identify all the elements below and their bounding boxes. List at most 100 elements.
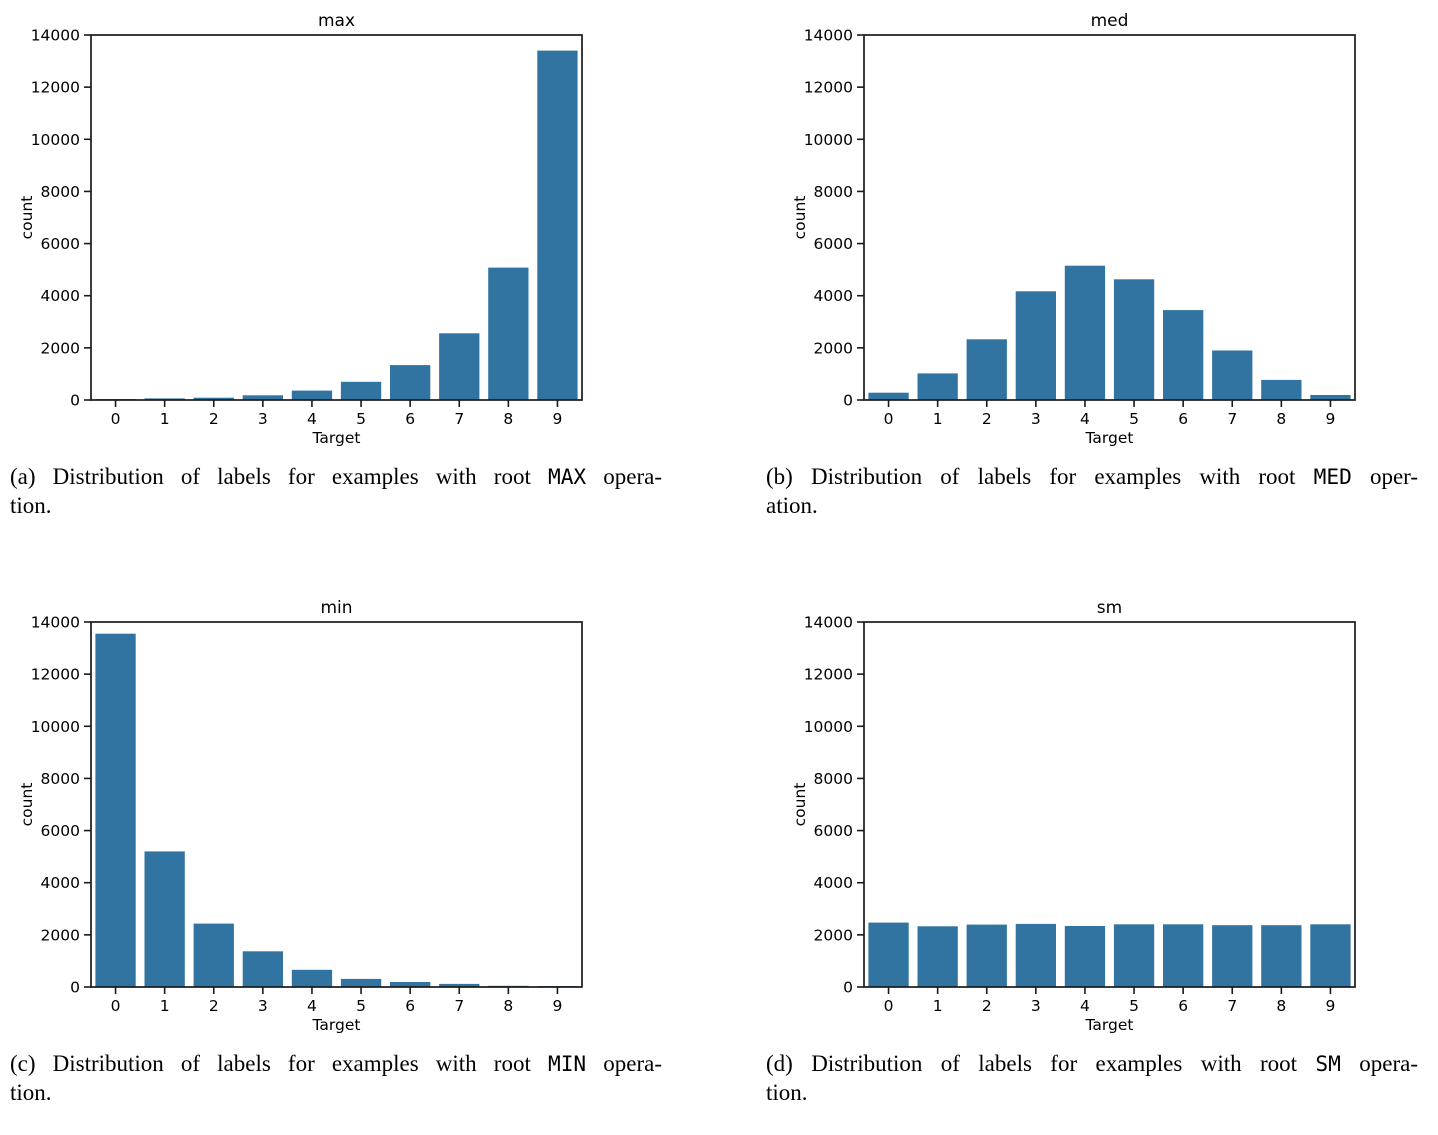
bar-3 [1015, 291, 1056, 400]
x-tick-label: 9 [553, 410, 563, 428]
subcaption-label: (d) [766, 1051, 793, 1076]
bar-5 [1113, 924, 1155, 987]
x-tick-label: 2 [209, 997, 219, 1015]
x-tick-label: 8 [503, 997, 513, 1015]
y-tick-label: 6000 [41, 822, 80, 840]
plot-spines [90, 621, 583, 988]
x-tick-label: 4 [307, 410, 317, 428]
x-tick-label: 3 [1031, 410, 1041, 428]
subcaption-c: (c) Distribution of labels for examples … [10, 1049, 662, 1107]
subcaption-tail: opera- [1359, 1051, 1419, 1076]
bar-5 [340, 381, 382, 401]
bar-4 [1064, 265, 1106, 400]
bar-1 [144, 851, 185, 987]
y-tick-label: 2000 [814, 926, 853, 944]
x-tick-label: 1 [160, 410, 170, 428]
bar-7 [1212, 350, 1253, 400]
bar-4 [1064, 926, 1106, 987]
y-tick-label: 14000 [804, 27, 853, 45]
x-axis-label: Target [1085, 429, 1134, 447]
x-tick-label: 9 [1326, 997, 1336, 1015]
y-axis-label: count [18, 196, 36, 240]
x-tick-label: 2 [982, 410, 992, 428]
y-tick-label: 14000 [31, 27, 80, 45]
bar-4 [291, 390, 333, 400]
x-tick-label: 8 [1276, 410, 1286, 428]
subcaption-label: (b) [766, 464, 793, 489]
bar-6 [1163, 924, 1204, 987]
y-tick-label: 12000 [804, 79, 853, 97]
bar-0 [868, 922, 909, 987]
x-tick-label: 0 [111, 410, 121, 428]
y-tick-label: 0 [843, 979, 853, 997]
x-tick-label: 7 [1227, 997, 1237, 1015]
operation-code: MIN [547, 1051, 587, 1076]
subcaption-d-line2: tion. [766, 1080, 808, 1105]
x-tick-label: 4 [1080, 410, 1090, 428]
x-tick-label: 9 [553, 997, 563, 1015]
x-tick-label: 1 [933, 997, 943, 1015]
subcaption-d-line1: (d) Distribution of labels for examples … [766, 1049, 1418, 1078]
operation-code: MED [1313, 464, 1352, 489]
y-tick-label: 0 [70, 979, 80, 997]
bar-9 [1310, 924, 1351, 987]
y-tick-label: 8000 [814, 183, 853, 201]
bar-0 [868, 392, 909, 400]
x-tick-label: 4 [1080, 997, 1090, 1015]
x-tick-label: 6 [1178, 997, 1188, 1015]
operation-code: MAX [547, 464, 587, 489]
x-tick-label: 5 [1129, 410, 1139, 428]
bar-8 [1261, 379, 1302, 400]
y-tick-label: 10000 [804, 131, 853, 149]
y-tick-label: 12000 [804, 666, 853, 684]
bar-9 [1310, 395, 1351, 400]
subcaption-tail: opera- [603, 1051, 663, 1076]
chart-med: 0 2000 4000 6000 8000 10000 12000 14000 0 1 2 3 4 5 6 7… [791, 11, 1356, 447]
x-tick-label: 0 [111, 997, 121, 1015]
y-tick-label: 2000 [814, 339, 853, 357]
y-tick-label: 6000 [814, 235, 853, 253]
subcaption-tail: opera- [603, 464, 663, 489]
y-axis-label: count [18, 783, 36, 827]
bar-1 [917, 926, 958, 987]
y-axis-label: count [791, 783, 809, 827]
x-tick-label: 6 [405, 997, 415, 1015]
subcaption-a-line1: (a) Distribution of labels for examples … [10, 462, 662, 491]
bar-1 [917, 373, 958, 400]
bar-6 [390, 365, 431, 400]
x-axis-label: Target [312, 1016, 361, 1034]
x-tick-label: 6 [1178, 410, 1188, 428]
y-tick-label: 12000 [31, 79, 80, 97]
y-tick-label: 14000 [31, 614, 80, 632]
chart-title: sm [1097, 598, 1122, 618]
operation-code: SM [1315, 1051, 1341, 1076]
subcaption-label: (a) [10, 464, 36, 489]
chart-max: 0 2000 4000 6000 8000 10000 12000 14000 0 1 2 3 4 5 6 7… [18, 11, 583, 447]
bar-5 [340, 978, 382, 987]
subcaption-tail: oper- [1369, 464, 1419, 489]
subcaption-c-line1: (c) Distribution of labels for examples … [10, 1049, 662, 1078]
bar-8 [488, 267, 529, 400]
y-tick-label: 0 [70, 392, 80, 410]
x-tick-label: 5 [356, 410, 366, 428]
subcaption-b-line2: ation. [766, 493, 818, 518]
chart-title: med [1091, 11, 1129, 31]
plot-spines [863, 34, 1356, 401]
y-tick-label: 0 [843, 392, 853, 410]
subcaption-label: (c) [10, 1051, 36, 1076]
bar-5 [1113, 279, 1155, 400]
x-tick-label: 8 [503, 410, 513, 428]
y-tick-label: 14000 [804, 614, 853, 632]
subcaption-body: Distribution of labels for examples with… [811, 1051, 1298, 1076]
subcaption-a: (a) Distribution of labels for examples … [10, 462, 662, 520]
bar-7 [439, 983, 480, 987]
bar-3 [1015, 923, 1056, 987]
x-tick-label: 0 [884, 997, 894, 1015]
bar-0 [95, 633, 136, 987]
chart-title: max [318, 11, 355, 31]
x-tick-label: 4 [307, 997, 317, 1015]
subcaption-b-line1: (b) Distribution of labels for examples … [766, 462, 1418, 491]
y-tick-label: 8000 [41, 183, 80, 201]
x-tick-label: 6 [405, 410, 415, 428]
